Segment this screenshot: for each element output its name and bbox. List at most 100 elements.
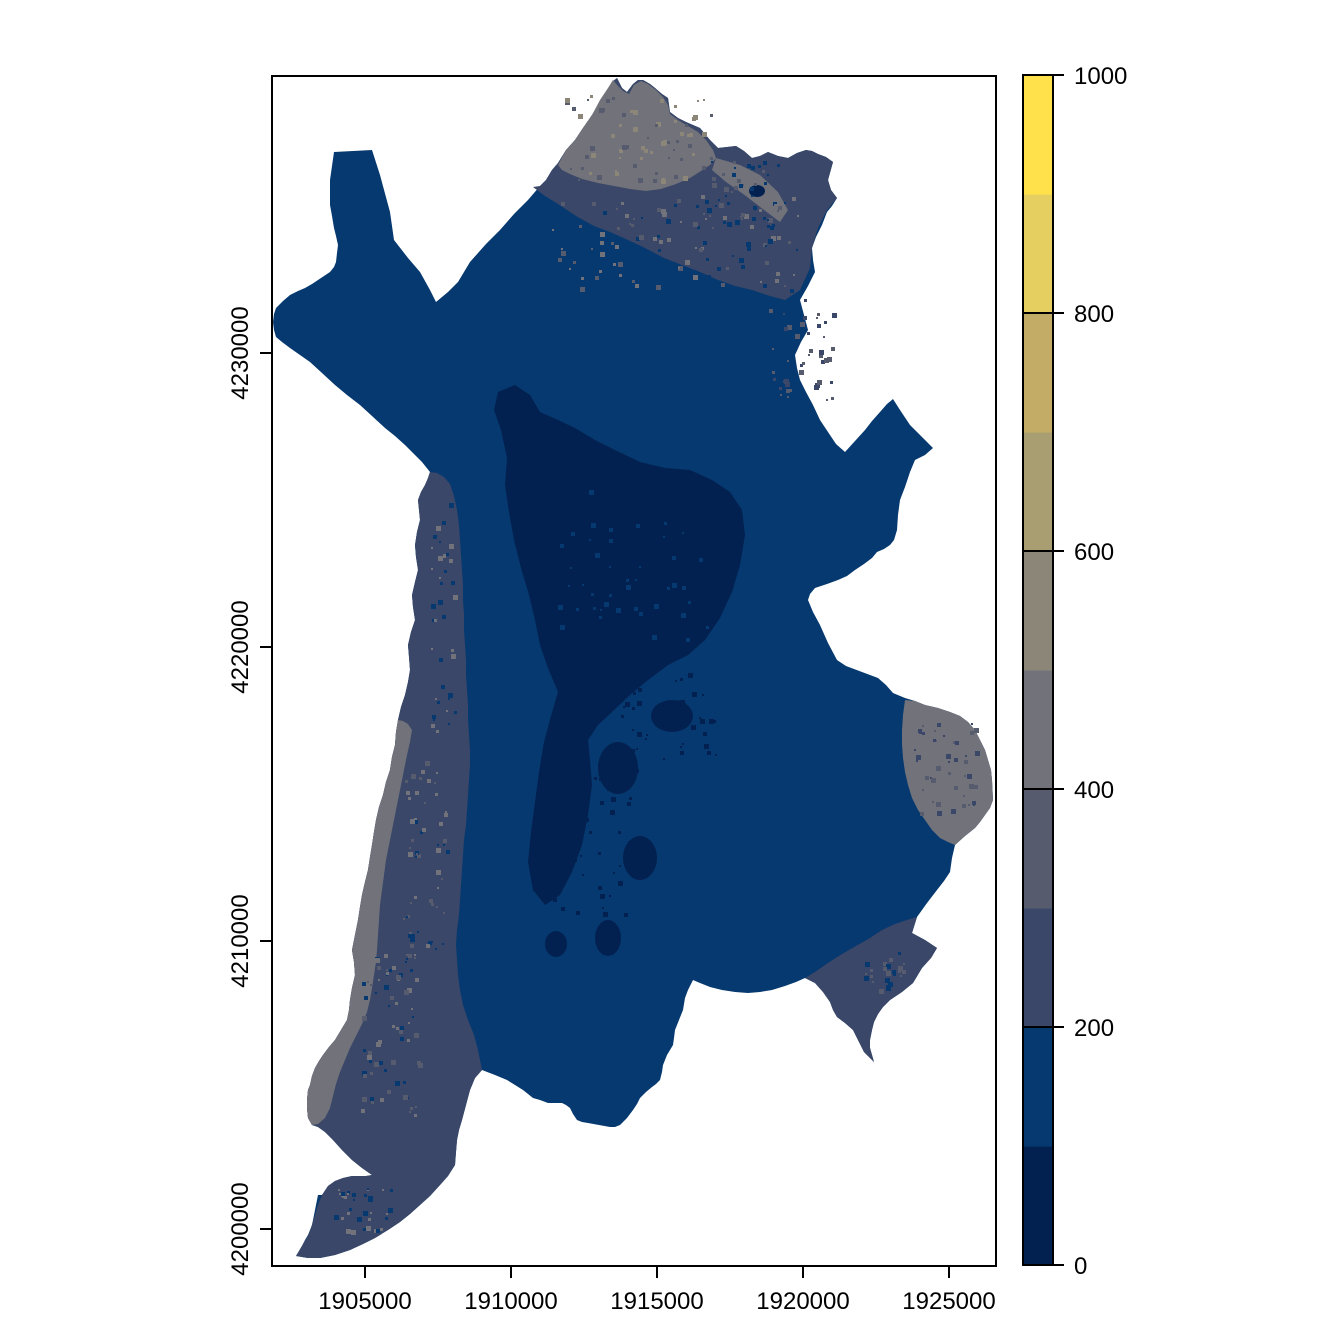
raster-speckle [654, 604, 659, 609]
raster-speckle [682, 586, 686, 590]
raster-speckle [414, 1033, 419, 1038]
region-north-gray-peaks [558, 80, 716, 191]
raster-speckle [666, 219, 671, 224]
raster-speckle [628, 768, 632, 772]
raster-speckle [816, 317, 818, 319]
raster-speckle [702, 166, 706, 170]
raster-speckle [408, 954, 412, 958]
legend-colorbar [1023, 75, 1053, 1266]
raster-speckle [363, 1228, 366, 1231]
raster-speckle [644, 149, 648, 153]
raster-speckle [451, 654, 456, 659]
raster-speckle [652, 635, 657, 640]
raster-speckle [731, 191, 733, 193]
map-region [273, 78, 993, 1258]
raster-speckle [600, 241, 604, 245]
raster-speckle [444, 570, 447, 573]
raster-speckle [609, 594, 612, 597]
raster-speckle [865, 973, 867, 975]
raster-speckle [572, 287, 576, 291]
raster-speckle [633, 218, 635, 220]
raster-speckle [886, 964, 891, 969]
raster-speckle [674, 105, 677, 108]
raster-speckle [635, 579, 637, 581]
raster-speckle [706, 626, 709, 629]
raster-speckle [969, 784, 974, 789]
raster-speckle [722, 173, 725, 176]
raster-speckle [632, 707, 635, 710]
raster-speckle [555, 757, 558, 760]
raster-speckle [384, 1069, 387, 1072]
raster-speckle [409, 1111, 411, 1113]
raster-speckle [370, 984, 372, 986]
raster-speckle [777, 210, 779, 212]
raster-speckle [606, 757, 609, 760]
raster-speckle [784, 202, 786, 204]
raster-speckle [732, 255, 734, 257]
raster-speckle [622, 113, 626, 117]
raster-speckle [439, 541, 441, 543]
raster-speckle [660, 275, 663, 278]
raster-speckle [449, 544, 454, 549]
raster-speckle [386, 972, 389, 975]
raster-speckle [787, 360, 789, 362]
raster-speckle [759, 209, 762, 212]
raster-speckle [739, 258, 744, 263]
raster-speckle [886, 971, 891, 976]
raster-speckle [555, 823, 557, 825]
y-tick-label: 4230000 [227, 306, 254, 399]
raster-speckle [559, 786, 564, 791]
raster-speckle [633, 110, 638, 115]
raster-speckle [707, 208, 712, 213]
raster-speckle [640, 157, 643, 160]
raster-speckle [411, 1008, 413, 1010]
raster-speckle [709, 215, 711, 217]
raster-speckle [436, 848, 441, 853]
raster-speckle [775, 279, 779, 283]
raster-speckle [407, 1039, 410, 1042]
raster-speckle [807, 332, 810, 335]
raster-speckle [943, 735, 945, 737]
raster-speckle [975, 751, 980, 756]
raster-speckle [555, 839, 558, 842]
raster-speckle [674, 120, 677, 123]
raster-speckle [421, 770, 425, 774]
raster-speckle [414, 818, 417, 821]
raster-speckle [883, 962, 887, 966]
raster-speckle [723, 221, 726, 224]
raster-speckle [633, 246, 636, 249]
raster-speckle [378, 979, 380, 981]
raster-speckle [558, 258, 562, 262]
raster-speckle [903, 963, 905, 965]
raster-speckle [625, 145, 629, 149]
raster-speckle [637, 732, 642, 737]
raster-speckle [347, 1191, 350, 1194]
raster-speckle [702, 694, 704, 696]
raster-speckle [691, 725, 696, 730]
raster-speckle [780, 394, 782, 396]
raster-speckle [581, 277, 584, 280]
raster-speckle [634, 607, 638, 611]
raster-speckle [946, 754, 951, 759]
raster-speckle [800, 364, 803, 367]
raster-speckle [572, 107, 576, 111]
raster-speckle [767, 174, 769, 176]
raster-speckle [599, 616, 602, 619]
raster-speckle [604, 602, 609, 607]
raster-speckle [368, 1051, 372, 1055]
raster-speckle [699, 248, 703, 252]
raster-speckle [396, 1027, 399, 1030]
raster-speckle [589, 172, 592, 175]
raster-speckle [446, 850, 450, 854]
raster-speckle [440, 582, 443, 585]
raster-speckle [796, 249, 798, 251]
raster-speckle [346, 1229, 351, 1234]
raster-speckle [388, 1208, 393, 1213]
raster-speckle [425, 761, 430, 766]
raster-speckle [654, 717, 657, 720]
raster-speckle [395, 1081, 400, 1086]
raster-speckle [680, 132, 684, 136]
region-dark-patch [595, 920, 621, 956]
raster-speckle [436, 906, 438, 908]
raster-speckle [614, 259, 616, 261]
